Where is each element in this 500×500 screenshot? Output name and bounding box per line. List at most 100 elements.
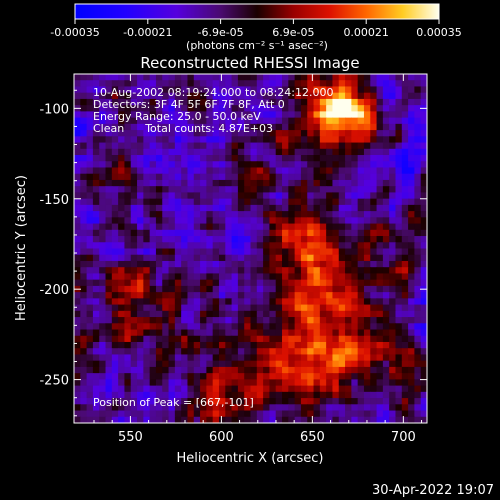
heatmap-cell xyxy=(376,360,384,368)
heatmap-cell xyxy=(282,398,289,405)
heatmap-cell xyxy=(250,335,258,343)
heatmap-cell xyxy=(401,348,409,356)
heatmap-cell xyxy=(288,86,296,94)
heatmap-cell xyxy=(307,74,315,81)
heatmap-cell xyxy=(155,142,163,150)
heatmap-cell xyxy=(237,229,245,237)
heatmap-cell xyxy=(282,236,289,243)
heatmap-cell xyxy=(137,348,144,356)
heatmap-cell xyxy=(168,242,176,250)
heatmap-cell xyxy=(382,111,390,119)
heatmap-cell xyxy=(206,161,214,169)
heatmap-cell xyxy=(130,217,138,225)
heatmap-cell xyxy=(319,236,327,243)
heatmap-cell xyxy=(237,410,245,418)
heatmap-cell xyxy=(307,341,315,349)
heatmap-cell xyxy=(231,248,239,256)
heatmap-cell xyxy=(143,385,151,393)
heatmap-cell xyxy=(231,80,239,88)
heatmap-cell xyxy=(376,136,384,144)
heatmap-cell xyxy=(206,248,214,256)
heatmap-cell xyxy=(256,204,264,212)
heatmap-cell xyxy=(212,391,220,399)
heatmap-cell xyxy=(99,236,107,243)
heatmap-cell xyxy=(250,348,258,356)
heatmap-cell xyxy=(414,204,422,212)
heatmap-cell xyxy=(351,136,359,144)
heatmap-cell xyxy=(137,360,144,368)
heatmap-cell xyxy=(395,298,403,306)
heatmap-cell xyxy=(193,379,201,387)
heatmap-cell xyxy=(345,111,352,119)
heatmap-cell xyxy=(408,105,415,112)
heatmap-cell xyxy=(218,192,226,200)
heatmap-cell xyxy=(118,260,126,268)
heatmap-cell xyxy=(319,98,327,106)
heatmap-cell xyxy=(111,161,119,169)
heatmap-cell xyxy=(282,292,289,299)
heatmap-cell xyxy=(414,304,422,312)
heatmap-cell xyxy=(86,142,94,150)
heatmap-cell xyxy=(282,74,289,81)
heatmap-cell xyxy=(414,260,422,268)
heatmap-cell xyxy=(187,398,195,405)
heatmap-cell xyxy=(269,229,277,237)
heatmap-cell xyxy=(363,329,371,337)
heatmap-cell xyxy=(363,341,371,349)
heatmap-cell xyxy=(357,254,365,262)
heatmap-cell xyxy=(193,279,201,287)
heatmap-cell xyxy=(200,404,207,412)
heatmap-cell xyxy=(338,179,346,187)
heatmap-cell xyxy=(376,223,384,231)
heatmap-cell xyxy=(80,279,88,287)
heatmap-cell xyxy=(218,229,226,237)
heatmap-cell xyxy=(395,186,403,194)
heatmap-cell xyxy=(212,379,220,387)
heatmap-cell xyxy=(357,360,365,368)
heatmap-cell xyxy=(187,379,195,387)
heatmap-cell xyxy=(288,398,296,405)
heatmap-cell xyxy=(168,223,176,231)
heatmap-cell xyxy=(256,317,264,324)
heatmap-cell xyxy=(307,223,315,231)
heatmap-cell xyxy=(300,148,308,156)
heatmap-cell xyxy=(143,404,151,412)
heatmap-cell xyxy=(332,179,340,187)
heatmap-cell xyxy=(231,335,239,343)
heatmap-cell xyxy=(408,292,415,299)
heatmap-cell xyxy=(80,341,88,349)
heatmap-cell xyxy=(376,92,384,100)
heatmap-cell xyxy=(313,398,321,405)
heatmap-cell xyxy=(382,385,390,393)
heatmap-cell xyxy=(187,298,195,306)
heatmap-cell xyxy=(206,98,214,106)
heatmap-cell xyxy=(174,260,182,268)
heatmap-cell xyxy=(357,123,365,131)
heatmap-cell xyxy=(149,223,157,231)
heatmap-cell xyxy=(212,248,220,256)
heatmap-cell xyxy=(99,341,107,349)
heatmap-cell xyxy=(218,248,226,256)
heatmap-cell xyxy=(420,366,427,374)
heatmap-cell xyxy=(237,360,245,368)
heatmap-cell xyxy=(168,292,176,299)
heatmap-cell xyxy=(181,217,189,225)
heatmap-cell xyxy=(124,111,132,119)
heatmap-cell xyxy=(200,111,207,119)
heatmap-cell xyxy=(389,111,397,119)
heatmap-cell xyxy=(319,267,327,275)
heatmap-cell xyxy=(395,254,403,262)
heatmap-cell xyxy=(395,111,403,119)
heatmap-cell xyxy=(231,161,239,169)
heatmap-cell xyxy=(149,98,157,106)
heatmap-cell xyxy=(80,248,88,256)
heatmap-cell xyxy=(420,229,427,237)
heatmap-cell xyxy=(250,74,258,81)
heatmap-cell xyxy=(181,323,189,331)
heatmap-cell xyxy=(99,92,107,100)
heatmap-cell xyxy=(168,335,176,343)
heatmap-cell xyxy=(124,366,132,374)
heatmap-cell xyxy=(313,292,321,299)
heatmap-cell xyxy=(162,86,170,94)
heatmap-cell xyxy=(370,105,378,112)
